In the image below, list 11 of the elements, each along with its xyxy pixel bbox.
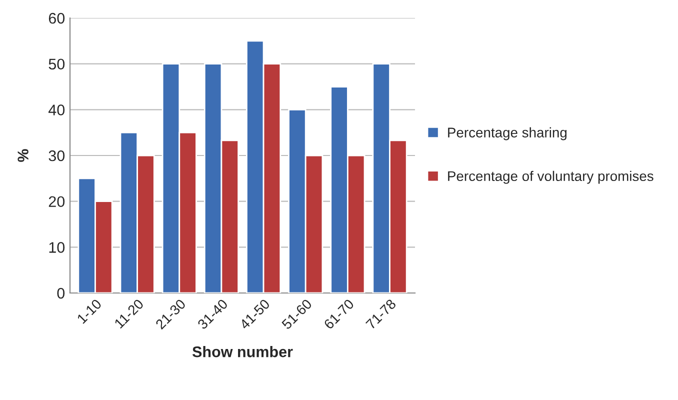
y-axis-title: % <box>18 149 28 162</box>
y-tick-label: 10 <box>49 242 65 253</box>
legend-label: Percentage sharing <box>448 127 566 140</box>
y-tick-label: 60 <box>48 12 65 24</box>
y-tick-label: 0 <box>57 288 65 299</box>
y-tick-label: 50 <box>48 58 65 70</box>
y-tick-label: 20 <box>48 196 65 208</box>
x-axis-title: Show number <box>192 346 293 358</box>
legend-label: Percentage of voluntary promises <box>448 170 654 184</box>
y-tick-label: 30 <box>48 150 65 162</box>
y-tick-label: 40 <box>48 104 65 116</box>
